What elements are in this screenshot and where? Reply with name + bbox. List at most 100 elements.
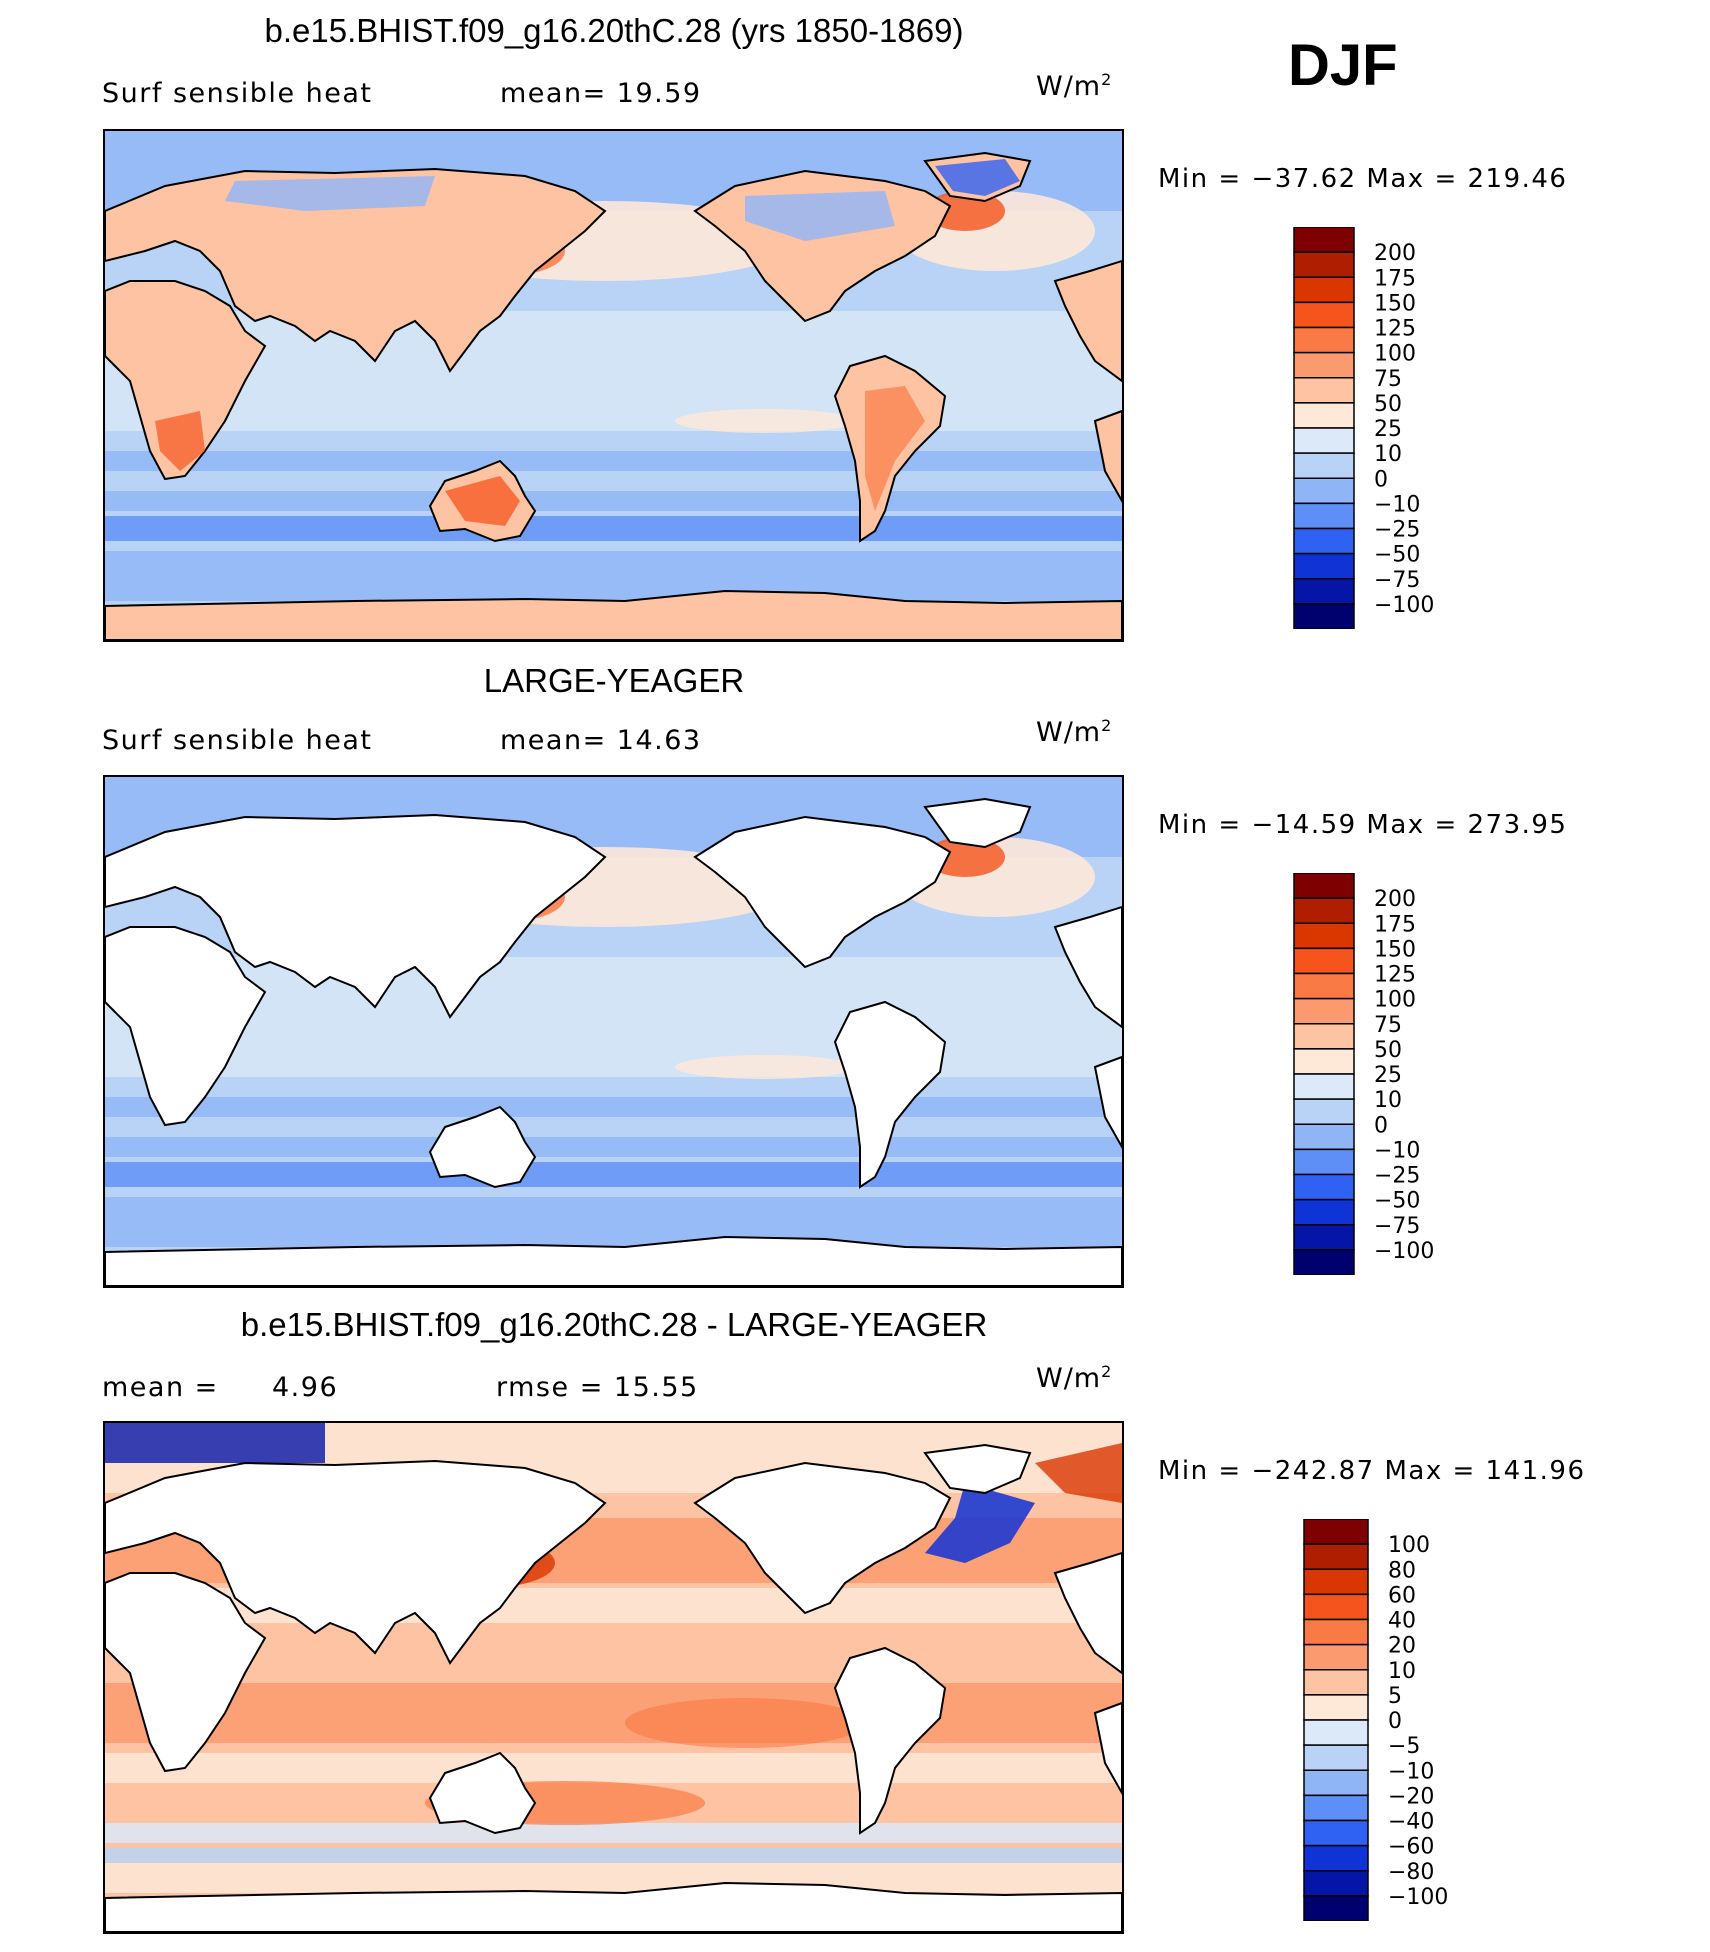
panel2-field-band bbox=[105, 1197, 1122, 1247]
cbar2-swatch-7 bbox=[1293, 1048, 1355, 1075]
cbar3-swatch-14 bbox=[1303, 1870, 1369, 1897]
cbar1-swatch-3 bbox=[1293, 301, 1355, 329]
panel2-land-greenland bbox=[923, 797, 1032, 849]
panel3-land-antarctica bbox=[105, 1881, 1122, 1932]
cbar3-level-label: 40 bbox=[1388, 1609, 1416, 1634]
cbar2-level-label: 25 bbox=[1374, 1063, 1402, 1088]
cbar1-swatch-11 bbox=[1293, 502, 1355, 530]
panel3-land-europeE bbox=[1053, 1551, 1122, 1675]
panel1-land-heat bbox=[445, 476, 520, 526]
panel3-rmse: rmse = 15.55 bbox=[496, 1372, 699, 1403]
panel1-land-eurasia bbox=[105, 167, 607, 373]
panel3-land-eurasia bbox=[105, 1459, 607, 1665]
panel1-field-band bbox=[105, 516, 1122, 541]
cbar2-level-label: 0 bbox=[1374, 1113, 1388, 1138]
panel1-land-heat bbox=[155, 411, 205, 471]
cbar1-level-label: −50 bbox=[1374, 543, 1420, 568]
cbar2-swatch-13 bbox=[1293, 1198, 1355, 1226]
cbar2-swatch-4 bbox=[1293, 972, 1355, 1000]
cbar1-level-label: 175 bbox=[1374, 266, 1416, 291]
cbar1-swatch-9 bbox=[1293, 452, 1355, 479]
cbar3-swatch-8 bbox=[1303, 1719, 1369, 1746]
panel2-mean: mean= 14.63 bbox=[500, 725, 702, 756]
panel1-variable: Surf sensible heat bbox=[102, 78, 373, 109]
panel2-field-anomaly bbox=[675, 1055, 855, 1079]
panel1-field-anomaly bbox=[675, 409, 855, 433]
panel2-land-samerica bbox=[833, 1000, 947, 1189]
panel2-colorbar: 200 175 150 125 100 75 50 25 10 0 −10 −25 −50 −75 −100 bbox=[1290, 873, 1450, 1275]
cbar1-level-label: −100 bbox=[1374, 593, 1434, 618]
cbar2-level-label: 125 bbox=[1374, 963, 1416, 988]
cbar1-level-label: 50 bbox=[1374, 392, 1402, 417]
panel1-land-africa bbox=[105, 280, 267, 481]
cbar3-swatch-6 bbox=[1303, 1669, 1369, 1696]
cbar3-swatch-10 bbox=[1303, 1769, 1369, 1797]
panel1-title: b.e15.BHIST.f09_g16.20thC.28 (yrs 1850-1… bbox=[264, 12, 964, 49]
panel3-colorbar: 100 80 60 40 20 10 5 0 −5 −10 −20 −40 −60 −80 −100 bbox=[1300, 1519, 1470, 1921]
panel3-land-namerica bbox=[693, 1461, 952, 1615]
panel3-land-australia bbox=[428, 1751, 537, 1835]
cbar2-swatch-8 bbox=[1293, 1073, 1355, 1100]
cbar3-level-label: 10 bbox=[1388, 1659, 1416, 1684]
cbar3-level-label: 80 bbox=[1388, 1558, 1416, 1583]
panel1-field-band bbox=[105, 551, 1122, 601]
panel2-field-band bbox=[105, 1162, 1122, 1187]
panel1-land-heat bbox=[865, 386, 925, 511]
cbar1-swatch-12 bbox=[1293, 527, 1355, 555]
cbar3-swatch-13 bbox=[1303, 1844, 1369, 1872]
cbar2-level-label: 200 bbox=[1374, 887, 1416, 912]
cbar1-swatch-7 bbox=[1293, 402, 1355, 429]
panel3-field-band bbox=[105, 1863, 1122, 1893]
panel3-field-anomaly bbox=[105, 1423, 325, 1463]
cbar2-level-label: 100 bbox=[1374, 988, 1416, 1013]
panel2-field-band bbox=[105, 957, 1122, 1077]
panel3-title: b.e15.BHIST.f09_g16.20thC.28 - LARGE-YEA… bbox=[240, 1306, 988, 1343]
cbar2-swatch-5 bbox=[1293, 997, 1355, 1025]
cbar3-level-label: −100 bbox=[1388, 1885, 1448, 1910]
cbar1-level-label: 0 bbox=[1374, 467, 1388, 492]
panel3-land-africaE bbox=[1093, 1701, 1122, 1796]
cbar2-swatch-9 bbox=[1293, 1098, 1355, 1125]
cbar3-level-label: −10 bbox=[1388, 1759, 1434, 1784]
cbar2-swatch-10 bbox=[1293, 1123, 1355, 1151]
cbar1-level-label: −25 bbox=[1374, 518, 1420, 543]
panel3-field-anomaly bbox=[1035, 1443, 1122, 1503]
cbar2-level-label: 150 bbox=[1374, 937, 1416, 962]
panel3-field-band bbox=[105, 1848, 1122, 1863]
cbar1-swatch-0 bbox=[1293, 227, 1355, 253]
panel1-mean: mean= 19.59 bbox=[500, 78, 702, 109]
cbar2-swatch-14 bbox=[1293, 1224, 1355, 1251]
panel1-field-band bbox=[105, 311, 1122, 431]
panel2-land-africaE bbox=[1093, 1055, 1122, 1150]
cbar2-swatch-0 bbox=[1293, 873, 1355, 899]
cbar3-level-label: −80 bbox=[1388, 1860, 1434, 1885]
cbar1-level-label: −10 bbox=[1374, 492, 1420, 517]
panel1-land-cold bbox=[745, 191, 895, 241]
panel2-land-australia bbox=[428, 1105, 537, 1189]
panel1-field-band bbox=[105, 451, 1122, 471]
cbar3-swatch-0 bbox=[1303, 1519, 1369, 1545]
panel1-land-africaE bbox=[1093, 409, 1122, 504]
panel2-field-band bbox=[105, 1137, 1122, 1157]
cbar3-level-label: −20 bbox=[1388, 1784, 1434, 1809]
panel3-field-band bbox=[105, 1753, 1122, 1783]
panel2-field-band bbox=[105, 1097, 1122, 1117]
panel2-title: LARGE-YEAGER bbox=[483, 662, 745, 699]
panel3-field-band bbox=[105, 1823, 1122, 1843]
cbar3-level-label: 60 bbox=[1388, 1583, 1416, 1608]
cbar3-level-label: 100 bbox=[1388, 1533, 1430, 1558]
panel1-land-europeE bbox=[1053, 259, 1122, 383]
panel2-minmax: Min = −14.59 Max = 273.95 bbox=[1158, 810, 1568, 840]
panel3-land-samerica bbox=[833, 1646, 947, 1835]
cbar2-level-label: 10 bbox=[1374, 1088, 1402, 1113]
cbar3-level-label: 5 bbox=[1388, 1684, 1402, 1709]
cbar3-swatch-9 bbox=[1303, 1744, 1369, 1771]
panel2-land-antarctica bbox=[105, 1235, 1122, 1286]
panel3-field-anomaly bbox=[625, 1698, 865, 1748]
panel1-land-cold bbox=[225, 176, 435, 211]
panel2-variable: Surf sensible heat bbox=[102, 725, 373, 756]
cbar1-swatch-4 bbox=[1293, 326, 1355, 354]
cbar1-level-label: 75 bbox=[1374, 367, 1402, 392]
panel1-field-band bbox=[105, 491, 1122, 511]
cbar1-level-label: 200 bbox=[1374, 241, 1416, 266]
